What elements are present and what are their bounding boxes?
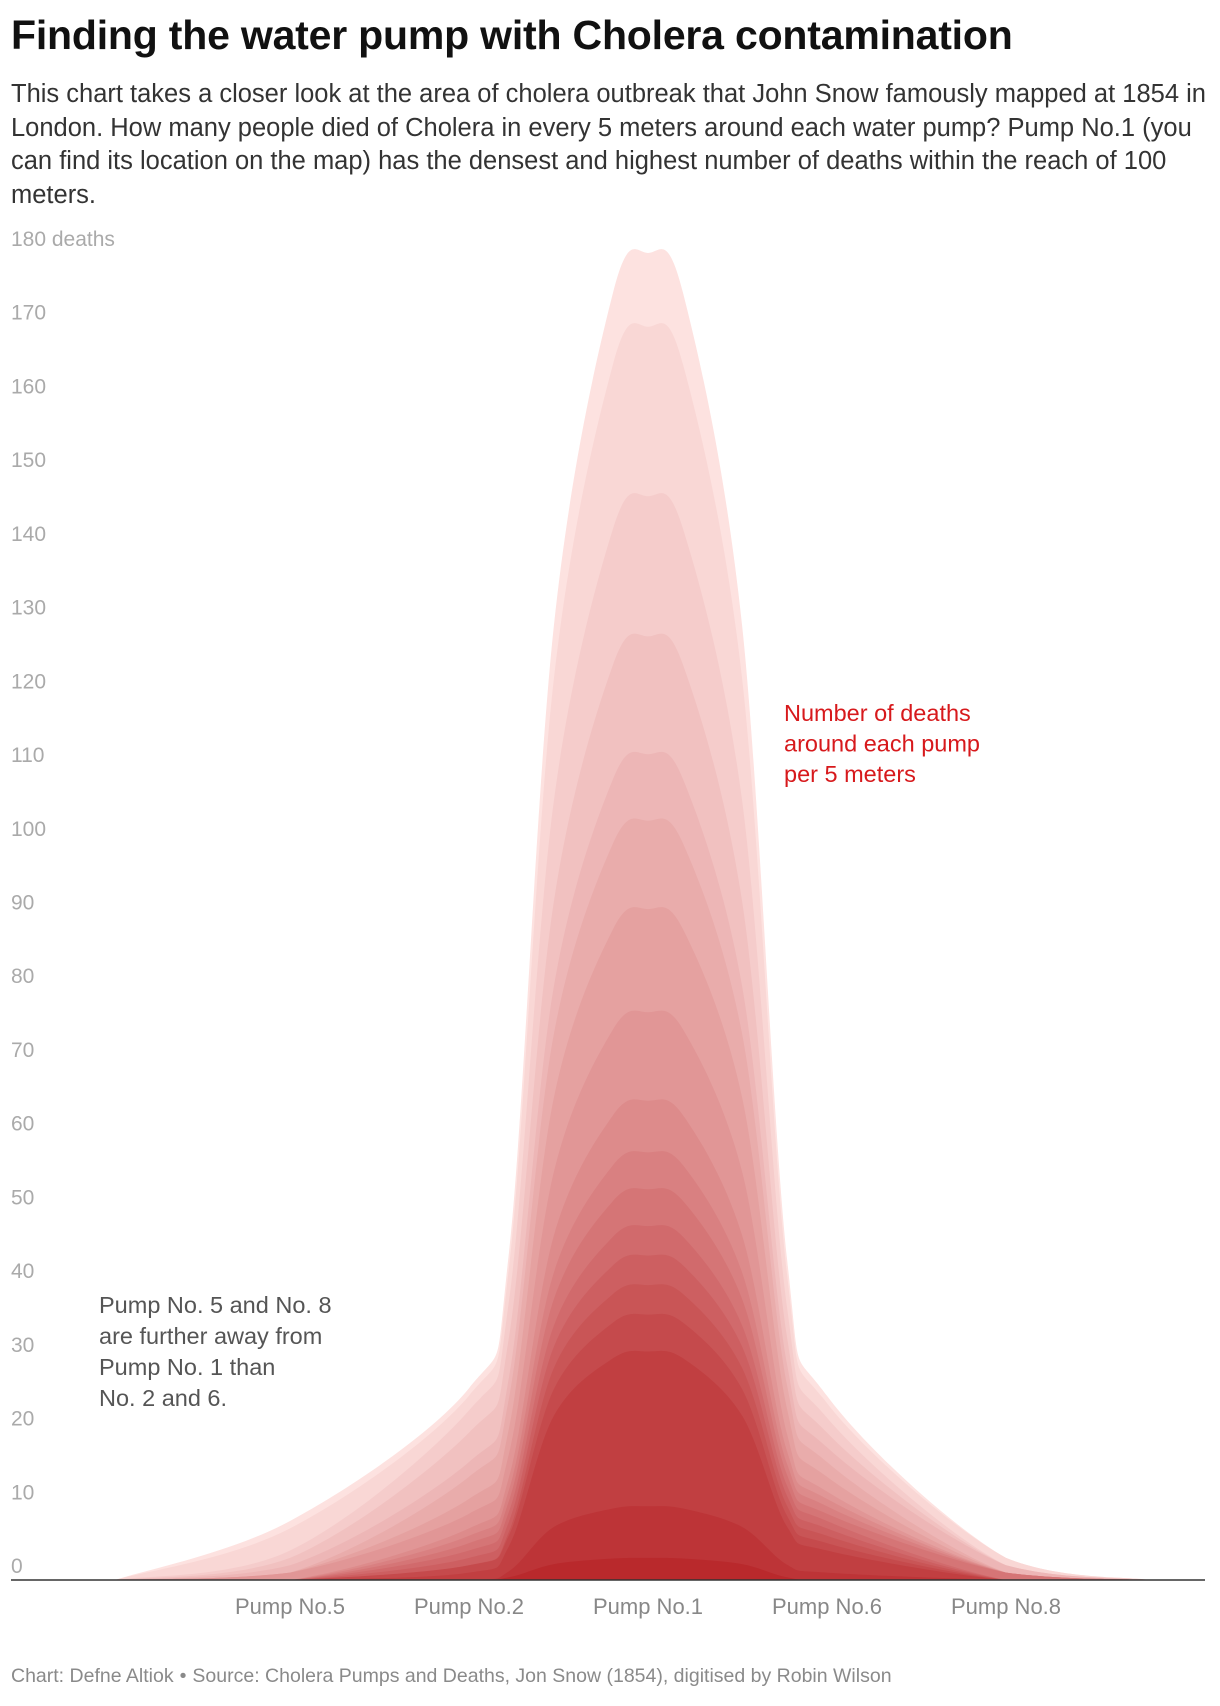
area-series [115,1506,1150,1580]
y-tick-label: 170 [11,302,46,325]
x-tick-label: Pump No.1 [593,1594,703,1619]
source-note: Chart: Defne Altiok • Source: Cholera Pump… [11,1663,892,1689]
y-tick-label: 110 [11,744,44,767]
y-tick-label: 180 deaths [11,228,115,251]
chart-annotation: Number of deaths around each pump per 5 me… [784,700,980,787]
y-tick-label: 100 [11,818,46,841]
annotation-line: Pump No. 1 than [99,1354,275,1380]
y-tick-label: 30 [11,1334,34,1357]
x-axis-labels: Pump No.5 Pump No.2 Pump No.1 Pump No.6 Pump… [235,1594,1061,1619]
y-tick-label: 120 [11,670,46,693]
y-tick-label: 80 [11,965,34,988]
annotation-line: Number of deaths [784,700,971,726]
y-tick-label: 50 [11,1186,34,1209]
chart-title: Finding the water pump with Cholera cont… [11,12,1013,58]
x-tick-label: Pump No.2 [414,1594,524,1619]
chart-annotation: Pump No. 5 and No. 8 are further away fro… [99,1292,332,1411]
chart-credit: Chart: Defne Altiok [11,1665,174,1687]
annotation-line: around each pump [784,731,980,757]
chart-subtitle: This chart takes a closer look at the ar… [11,80,1206,209]
area-series [115,1350,1150,1580]
y-tick-label: 140 [11,523,46,546]
annotation-line: Pump No. 5 and No. 8 [99,1292,332,1318]
x-tick-label: Pump No.6 [772,1594,882,1619]
source-text: Source: Cholera Pumps and Deaths, Jon Sn… [192,1665,892,1687]
y-axis-ticks: 0 10 20 30 40 50 60 70 80 90 100 110 120 130 140 150 160… [11,228,115,1578]
y-tick-label: 10 [11,1481,34,1504]
area-series [115,1557,1150,1580]
y-tick-label: 0 [11,1555,23,1578]
y-tick-label: 60 [11,1113,34,1136]
y-tick-label: 40 [11,1260,34,1283]
y-tick-label: 70 [11,1039,34,1062]
y-tick-label: 150 [11,449,46,472]
y-tick-label: 20 [11,1408,34,1431]
x-tick-label: Pump No.5 [235,1594,345,1619]
y-tick-label: 130 [11,597,46,620]
x-tick-label: Pump No.8 [951,1594,1061,1619]
chart-annotations: Number of deaths around each pump per 5 me… [99,700,980,1411]
chart-areas [115,249,1150,1580]
annotation-line: are further away from [99,1323,322,1349]
y-tick-label: 160 [11,375,46,398]
annotation-line: No. 2 and 6. [99,1385,227,1411]
annotation-line: per 5 meters [784,761,916,787]
source-separator: • [179,1665,187,1687]
y-tick-label: 90 [11,892,34,915]
